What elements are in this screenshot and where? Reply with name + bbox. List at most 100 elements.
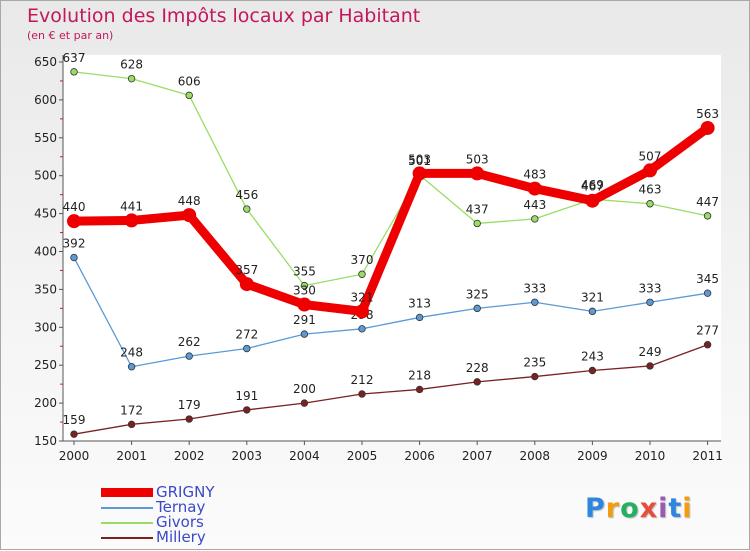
- data-label-givors: 456: [235, 188, 258, 202]
- data-label-millery: 228: [466, 361, 489, 375]
- data-point-millery: [127, 420, 136, 429]
- data-point-grigny: [585, 193, 600, 208]
- data-point-grigny: [297, 297, 312, 312]
- y-tick-label: 500: [34, 169, 57, 183]
- data-point-givors: [531, 215, 539, 223]
- data-point-ternay: [473, 304, 481, 313]
- data-label-ternay: 333: [523, 281, 546, 295]
- data-label-givors: 355: [293, 265, 316, 279]
- legend-label: Millery: [156, 528, 206, 546]
- data-point-ternay: [185, 352, 193, 360]
- series-line-grigny: [69, 123, 713, 316]
- x-tick-label: 2003: [232, 449, 263, 463]
- logo-letter: r: [605, 493, 621, 524]
- data-label-grigny: 321: [351, 290, 374, 304]
- proxiti-logo: Proxiti: [585, 493, 693, 524]
- series-line-millery: [73, 344, 709, 435]
- legend-item-ternay: Ternay: [101, 500, 214, 515]
- y-tick-label: 150: [34, 434, 57, 448]
- logo-letter: t: [668, 493, 683, 524]
- data-label-ternay: 272: [235, 328, 258, 342]
- data-label-millery: 179: [178, 398, 201, 412]
- data-point-givors: [300, 281, 309, 290]
- logo-letter: P: [585, 493, 606, 524]
- data-label-grigny: 483: [523, 168, 546, 182]
- data-point-ternay: [300, 330, 309, 338]
- data-point-millery: [531, 372, 539, 381]
- legend-item-millery: Millery: [101, 530, 214, 545]
- data-point-ternay: [127, 363, 136, 371]
- data-label-ternay: 248: [120, 346, 143, 360]
- data-label-ternay: 325: [466, 287, 489, 301]
- x-tick-label: 2001: [116, 449, 147, 463]
- legend-item-grigny: GRIGNY: [101, 485, 214, 500]
- legend-item-givors: Givors: [101, 515, 214, 530]
- data-point-ternay: [70, 253, 78, 262]
- data-label-millery: 249: [639, 345, 662, 359]
- data-label-grigny: 357: [235, 263, 258, 277]
- data-point-millery: [243, 406, 251, 414]
- data-point-givors: [70, 68, 78, 76]
- data-label-millery: 235: [523, 356, 546, 370]
- data-label-millery: 218: [408, 368, 431, 382]
- data-label-givors: 628: [120, 58, 143, 72]
- data-label-grigny: 503: [408, 152, 431, 166]
- data-label-grigny: 467: [581, 180, 604, 194]
- data-label-grigny: 330: [293, 284, 316, 298]
- y-tick-label: 300: [34, 320, 57, 334]
- y-tick-label: 650: [34, 55, 57, 69]
- data-point-ternay: [703, 289, 712, 297]
- data-label-ternay: 333: [639, 281, 662, 295]
- data-label-grigny: 441: [120, 199, 143, 213]
- data-label-millery: 212: [351, 373, 374, 387]
- data-label-givors: 501: [408, 154, 431, 168]
- legend-swatch: [101, 536, 153, 539]
- data-point-millery: [70, 430, 78, 438]
- logo-letter: x: [639, 493, 659, 524]
- data-point-millery: [473, 378, 481, 386]
- data-label-givors: 370: [351, 253, 374, 267]
- data-point-grigny: [239, 277, 254, 292]
- data-point-givors: [185, 91, 193, 100]
- data-label-ternay: 262: [178, 335, 201, 349]
- x-tick-label: 2010: [635, 449, 666, 463]
- data-label-grigny: 448: [178, 194, 201, 208]
- data-label-ternay: 291: [293, 313, 316, 327]
- legend-label: Ternay: [156, 498, 206, 516]
- legend-swatch: [101, 506, 153, 509]
- data-point-millery: [646, 362, 654, 370]
- data-point-millery: [300, 399, 309, 407]
- chart-subtitle: (en € et par an): [27, 29, 114, 42]
- data-point-millery: [185, 415, 193, 423]
- legend-swatch: [101, 521, 153, 524]
- x-tick-label: 2008: [520, 449, 551, 463]
- legend-label: GRIGNY: [156, 483, 215, 501]
- data-label-grigny: 440: [63, 200, 86, 214]
- data-point-givors: [473, 219, 481, 228]
- data-label-givors: 443: [523, 198, 546, 212]
- data-point-ternay: [588, 307, 597, 316]
- data-point-givors: [358, 270, 366, 278]
- data-label-millery: 200: [293, 382, 316, 396]
- data-label-givors: 447: [696, 195, 719, 209]
- logo-letter: o: [620, 493, 640, 524]
- x-tick-label: 2007: [462, 449, 493, 463]
- x-tick-label: 2006: [404, 449, 435, 463]
- data-label-givors: 637: [63, 51, 86, 65]
- data-point-givors: [243, 205, 251, 213]
- y-tick-label: 350: [34, 282, 57, 296]
- data-label-millery: 159: [63, 413, 86, 427]
- data-label-millery: 191: [235, 389, 258, 403]
- data-point-ternay: [243, 344, 251, 353]
- data-label-ternay: 313: [408, 296, 431, 310]
- data-point-millery: [588, 366, 597, 375]
- data-label-millery: 172: [120, 403, 143, 417]
- data-point-grigny: [412, 166, 427, 181]
- y-tick-label: 550: [34, 131, 57, 145]
- data-point-millery: [703, 341, 712, 349]
- chart-title: Evolution des Impôts locaux par Habitant: [27, 5, 421, 27]
- data-label-ternay: 392: [63, 237, 86, 251]
- data-point-givors: [646, 200, 654, 208]
- data-point-grigny: [67, 214, 81, 229]
